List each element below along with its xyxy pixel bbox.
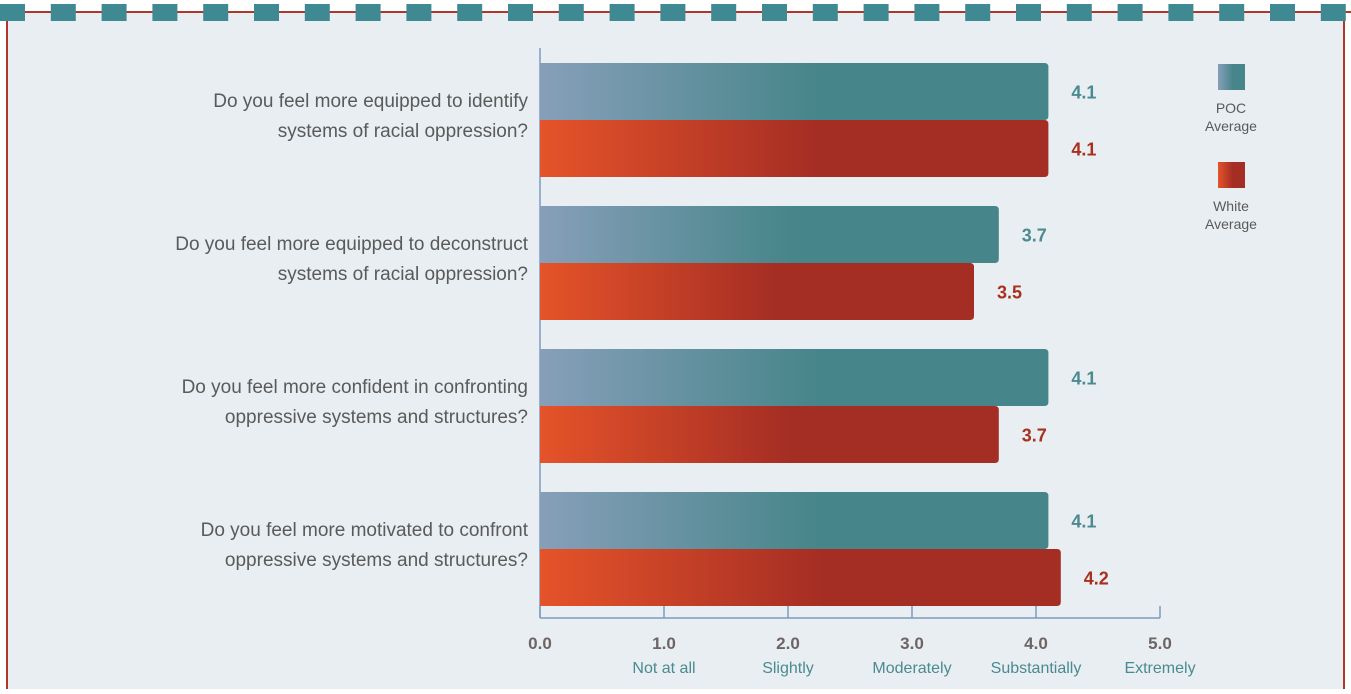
border-dash <box>457 4 483 21</box>
border-dash <box>355 4 381 21</box>
border-dash <box>50 4 76 21</box>
category-label: Do you feel more motivated to confront <box>201 520 529 541</box>
white-bar <box>540 120 1049 177</box>
border-dash <box>660 4 686 21</box>
border-dash <box>1219 4 1245 21</box>
border-dash <box>812 4 838 21</box>
poc-value-label: 4.1 <box>1071 512 1096 532</box>
border-dash <box>254 4 279 21</box>
white-value-label: 4.2 <box>1084 569 1109 589</box>
x-tick-label: 0.0 <box>528 634 552 653</box>
category-label: oppressive systems and structures? <box>225 407 528 428</box>
border-dash <box>1168 4 1194 21</box>
x-tick-label: 5.0 <box>1148 634 1172 653</box>
legend-label: POC <box>1216 100 1246 116</box>
poc-bar <box>540 63 1049 120</box>
x-tick-label: 4.0 <box>1024 634 1048 653</box>
poc-bar <box>540 492 1049 549</box>
border-dash <box>101 4 127 21</box>
border-dash <box>558 4 584 21</box>
category-label: oppressive systems and structures? <box>225 550 528 571</box>
poc-bar <box>540 349 1049 406</box>
legend-label: Average <box>1205 216 1257 232</box>
x-tick-word: Substantially <box>991 660 1082 677</box>
border-dash <box>508 4 533 21</box>
legend-swatch-poc <box>1218 64 1245 90</box>
border-dash <box>1066 4 1092 21</box>
poc-value-label: 4.1 <box>1071 83 1096 103</box>
legend-label: White <box>1213 198 1249 214</box>
border-dash <box>203 4 229 21</box>
x-tick-word: Moderately <box>872 660 951 677</box>
white-bar <box>540 549 1061 606</box>
border-dash <box>1320 4 1346 21</box>
category-label: systems of racial oppression? <box>278 121 528 142</box>
x-tick-label: 3.0 <box>900 634 924 653</box>
white-value-label: 3.7 <box>1022 426 1047 446</box>
poc-bar <box>540 206 999 263</box>
x-tick-label: 1.0 <box>652 634 676 653</box>
category-label: Do you feel more equipped to deconstruct <box>175 234 528 255</box>
x-tick-word: Slightly <box>762 660 814 677</box>
border-dash <box>914 4 940 21</box>
white-value-label: 3.5 <box>997 283 1022 303</box>
border-dash <box>762 4 787 21</box>
border-dash <box>711 4 737 21</box>
border-dash <box>863 4 889 21</box>
white-bar <box>540 406 999 463</box>
border-dash <box>1270 4 1295 21</box>
category-label: Do you feel more equipped to identify <box>213 91 528 112</box>
poc-value-label: 4.1 <box>1071 369 1096 389</box>
white-value-label: 4.1 <box>1071 140 1096 160</box>
x-tick-word: Extremely <box>1124 660 1195 677</box>
border-dash <box>1117 4 1143 21</box>
white-bar <box>540 263 974 320</box>
legend-label: Average <box>1205 118 1257 134</box>
border-dash <box>609 4 635 21</box>
border-dash <box>965 4 991 21</box>
poc-value-label: 3.7 <box>1022 226 1047 246</box>
border-dash <box>152 4 178 21</box>
x-tick-word: Not at all <box>632 660 695 677</box>
legend-swatch-white <box>1218 162 1245 188</box>
border-dash <box>304 4 330 21</box>
category-label: Do you feel more confident in confrontin… <box>182 377 528 398</box>
border-dash <box>406 4 432 21</box>
border-dash <box>1016 4 1041 21</box>
category-label: systems of racial oppression? <box>278 264 528 285</box>
border-dash <box>0 4 25 21</box>
x-tick-label: 2.0 <box>776 634 800 653</box>
